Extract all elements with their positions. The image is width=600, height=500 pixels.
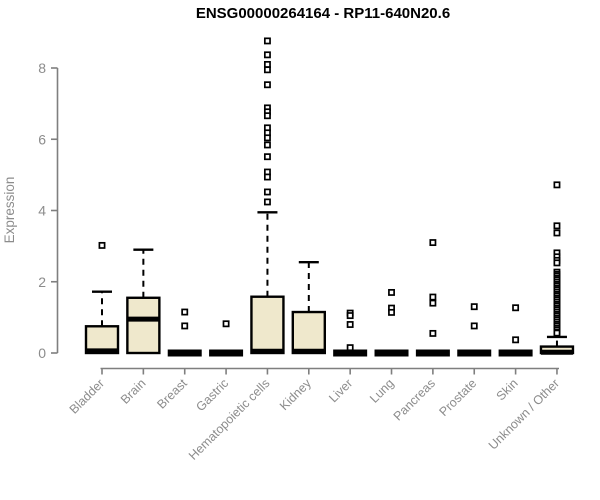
box-group-lung — [374, 288, 409, 357]
outlier-point — [181, 308, 189, 316]
outlier-point — [263, 81, 271, 89]
outlier-point — [263, 141, 271, 149]
outlier-point — [553, 259, 561, 267]
outlier-point — [263, 134, 271, 142]
x-tick-label: Gastric — [193, 376, 231, 414]
outlier-point — [553, 222, 561, 230]
outlier-point — [470, 303, 478, 311]
x-tick-label: Skin — [494, 376, 521, 403]
x-tick-label: Breast — [154, 376, 190, 412]
x-tick-label: Unknown / Other — [486, 376, 562, 452]
outlier-point — [263, 173, 271, 181]
box-rect — [126, 296, 161, 355]
box-group-liver — [333, 309, 368, 357]
box-group-gastric — [209, 320, 244, 357]
outlier-point — [222, 320, 230, 328]
outlier-point — [181, 322, 189, 330]
x-tick-label: Brain — [118, 376, 149, 407]
outlier-point — [429, 293, 437, 301]
x-tick-label: Kidney — [277, 376, 314, 413]
outlier-point — [512, 336, 520, 344]
box-group-breast — [167, 308, 202, 357]
y-tick-label: 2 — [38, 274, 46, 290]
box-rect — [291, 310, 326, 355]
outlier-point — [346, 312, 354, 320]
box-group-prostate — [457, 303, 492, 357]
flat-box — [209, 349, 244, 357]
outlier-point — [98, 241, 106, 249]
outlier-point — [263, 60, 271, 68]
flat-box — [415, 349, 450, 357]
y-tick-label: 4 — [38, 203, 46, 219]
outlier-point — [429, 299, 437, 307]
outlier-point — [263, 51, 271, 59]
y-tick-label: 0 — [38, 345, 46, 361]
box-group-skin — [498, 304, 533, 357]
y-tick-label: 6 — [38, 131, 46, 147]
outlier-point — [553, 329, 561, 337]
flat-box — [167, 349, 202, 357]
flat-box — [498, 349, 533, 357]
y-axis-title: Expression — [2, 177, 17, 244]
outlier-point — [553, 229, 561, 237]
outlier-point — [512, 304, 520, 312]
box-group-kidney — [291, 260, 326, 355]
x-tick-label: Liver — [326, 376, 355, 405]
outlier-point — [263, 66, 271, 74]
flat-box — [457, 349, 492, 357]
outlier-point — [263, 37, 271, 45]
outlier-point — [553, 181, 561, 189]
chart-title: ENSG00000264164 - RP11-640N20.6 — [195, 5, 451, 22]
x-tick-label: Prostate — [437, 376, 480, 419]
box-group-pancreas — [415, 239, 450, 357]
y-tick-label: 8 — [38, 60, 46, 76]
outlier-point — [263, 188, 271, 196]
x-tick-label: Lung — [367, 376, 397, 406]
outlier-point — [263, 198, 271, 206]
outlier-point — [263, 153, 271, 161]
outlier-point — [346, 344, 354, 352]
x-tick-label: Hematopoietic cells — [186, 376, 273, 463]
outlier-point — [263, 112, 271, 120]
box-rect — [250, 295, 285, 355]
box-group-bladder — [84, 241, 120, 355]
box-group-hematopoietic-cells — [250, 37, 285, 355]
x-tick-label: Pancreas — [391, 376, 438, 423]
outlier-point — [470, 322, 478, 330]
flat-box — [333, 349, 368, 357]
box-group-unknown-other — [539, 181, 575, 355]
outlier-point — [388, 308, 395, 316]
y-axis: 0 2 4 6 8 — [38, 60, 59, 361]
outlier-point — [429, 239, 437, 247]
flat-box — [374, 349, 409, 357]
box-group-brain — [126, 248, 161, 355]
outlier-point — [346, 321, 354, 328]
x-tick-label: Bladder — [67, 376, 107, 416]
outlier-point — [388, 288, 395, 296]
outlier-point — [429, 329, 437, 337]
